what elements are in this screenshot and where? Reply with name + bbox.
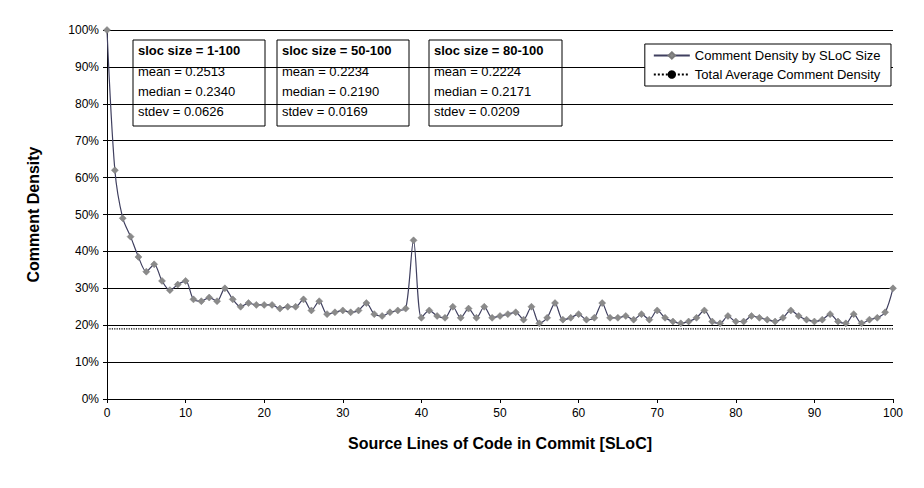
svg-text:30: 30 (336, 406, 350, 420)
svg-text:50%: 50% (75, 208, 99, 222)
svg-text:Source Lines of Code in Commit: Source Lines of Code in Commit [SLoC] (348, 435, 652, 452)
svg-text:stdev = 0.0169: stdev = 0.0169 (282, 104, 368, 119)
svg-text:80%: 80% (75, 97, 99, 111)
svg-text:60%: 60% (75, 171, 99, 185)
svg-text:mean = 0.2224: mean = 0.2224 (434, 64, 521, 79)
svg-text:60: 60 (572, 406, 586, 420)
svg-text:40: 40 (415, 406, 429, 420)
svg-text:0: 0 (104, 406, 111, 420)
svg-text:30%: 30% (75, 281, 99, 295)
svg-text:40%: 40% (75, 244, 99, 258)
svg-text:sloc size = 1-100: sloc size = 1-100 (138, 43, 240, 58)
svg-text:Comment Density by SLoC Size: Comment Density by SLoC Size (695, 48, 881, 63)
svg-text:20: 20 (258, 406, 272, 420)
svg-text:50: 50 (493, 406, 507, 420)
svg-text:median = 0.2171: median = 0.2171 (434, 84, 531, 99)
svg-text:Comment Density: Comment Density (25, 146, 42, 282)
svg-text:mean = 0.2234: mean = 0.2234 (282, 64, 369, 79)
svg-text:100: 100 (883, 406, 903, 420)
svg-text:mean = 0.2513: mean = 0.2513 (138, 64, 225, 79)
svg-text:80: 80 (729, 406, 743, 420)
svg-text:0%: 0% (82, 392, 100, 406)
svg-text:median = 0.2340: median = 0.2340 (138, 84, 235, 99)
svg-text:stdev = 0.0626: stdev = 0.0626 (138, 104, 224, 119)
svg-text:100%: 100% (68, 23, 99, 37)
svg-text:70%: 70% (75, 134, 99, 148)
svg-text:90: 90 (808, 406, 822, 420)
svg-text:70: 70 (651, 406, 665, 420)
svg-text:90%: 90% (75, 60, 99, 74)
svg-text:sloc size = 80-100: sloc size = 80-100 (434, 43, 544, 58)
svg-text:stdev = 0.0209: stdev = 0.0209 (434, 104, 520, 119)
svg-text:10%: 10% (75, 355, 99, 369)
svg-text:Total Average Comment Density: Total Average Comment Density (695, 67, 881, 82)
svg-text:20%: 20% (75, 318, 99, 332)
svg-text:median = 0.2190: median = 0.2190 (282, 84, 379, 99)
svg-text:sloc size = 50-100: sloc size = 50-100 (282, 43, 392, 58)
svg-text:10: 10 (179, 406, 193, 420)
